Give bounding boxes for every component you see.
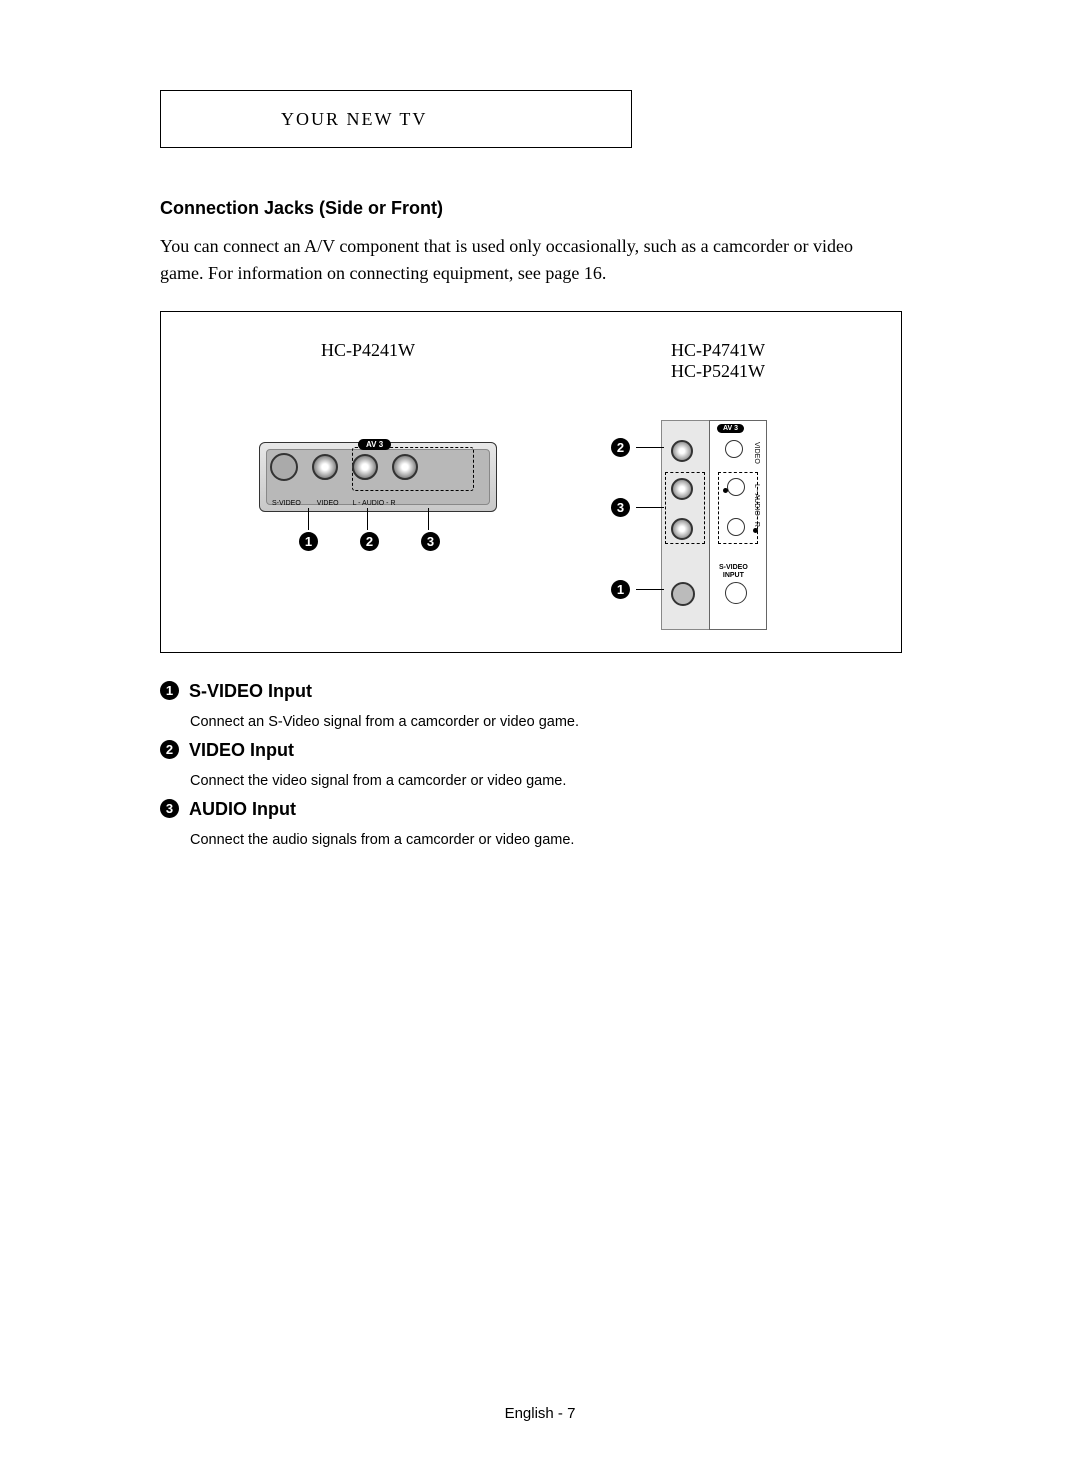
page: YOUR NEW TV Connection Jacks (Side or Fr…: [0, 0, 1080, 888]
svideo-jack-left: [270, 453, 298, 481]
page-footer: English - 7: [0, 1405, 1080, 1422]
input-item: 3 AUDIO Input: [160, 799, 960, 820]
header-box: YOUR NEW TV: [160, 90, 632, 148]
model-label-left: HC-P4241W: [321, 340, 415, 361]
callout-3-icon: 3: [160, 799, 179, 818]
model-label-right: HC-P4741W HC-P5241W: [671, 340, 765, 382]
section-title: Connection Jacks (Side or Front): [160, 198, 960, 219]
audio-label-left: L - AUDIO - R: [353, 500, 396, 507]
leader-line: [636, 589, 664, 590]
left-panel: AV 3 S-VIDEO VIDEO L - AUDIO - R: [259, 442, 497, 512]
svideo-jack-right-b: [725, 582, 747, 604]
callout-right-2: 2: [611, 438, 664, 457]
leader-line: [308, 508, 309, 530]
svideo-label-left: S-VIDEO: [272, 500, 301, 507]
section-body: You can connect an A/V component that is…: [160, 233, 900, 287]
callout-3-icon: 3: [421, 532, 440, 551]
input-title: AUDIO Input: [189, 799, 296, 820]
input-desc: Connect the video signal from a camcorde…: [190, 773, 960, 789]
video-label-left: VIDEO: [317, 500, 339, 507]
audio-dashed-box-right-b: [718, 472, 758, 544]
leader-line: [367, 508, 368, 530]
input-title: VIDEO Input: [189, 740, 294, 761]
callout-1-icon: 1: [299, 532, 318, 551]
input-item: 1 S-VIDEO Input: [160, 681, 960, 702]
jack-row-left: [270, 453, 418, 481]
audio-dashed-box-right-a: [665, 472, 705, 544]
header-title: YOUR NEW TV: [281, 109, 427, 130]
input-desc: Connect the audio signals from a camcord…: [190, 832, 960, 848]
video-jack-right-b: [725, 440, 743, 458]
svideo-input-label-right: S-VIDEOINPUT: [719, 564, 748, 579]
model-right-line1: HC-P4741W: [671, 340, 765, 360]
video-jack-left: [312, 454, 338, 480]
leader-line: [636, 447, 664, 448]
jack-labels-left: S-VIDEO VIDEO L - AUDIO - R: [272, 500, 396, 507]
diagram-box: HC-P4241W HC-P4741W HC-P5241W AV 3 S-VID…: [160, 311, 902, 653]
av3-badge-right: AV 3: [717, 424, 744, 433]
callout-1-icon: 1: [160, 681, 179, 700]
callout-row-left: 1 2 3: [299, 532, 440, 551]
leader-line: [636, 507, 664, 508]
input-desc: Connect an S-Video signal from a camcord…: [190, 714, 960, 730]
audio-r-jack-left: [392, 454, 418, 480]
leader-line: [428, 508, 429, 530]
model-right-line2: HC-P5241W: [671, 361, 765, 381]
callout-1-icon: 1: [611, 580, 630, 599]
svideo-jack-right-a: [671, 582, 695, 606]
audio-l-jack-left: [352, 454, 378, 480]
callout-2-icon: 2: [160, 740, 179, 759]
input-list: 1 S-VIDEO Input Connect an S-Video signa…: [160, 681, 960, 848]
video-vert-label: VIDEO: [753, 442, 760, 464]
input-item: 2 VIDEO Input: [160, 740, 960, 761]
callout-2-icon: 2: [611, 438, 630, 457]
callout-right-1: 1: [611, 580, 664, 599]
input-title: S-VIDEO Input: [189, 681, 312, 702]
callout-2-icon: 2: [360, 532, 379, 551]
callout-right-3: 3: [611, 498, 664, 517]
callout-3-icon: 3: [611, 498, 630, 517]
video-jack-right-a: [671, 440, 693, 462]
